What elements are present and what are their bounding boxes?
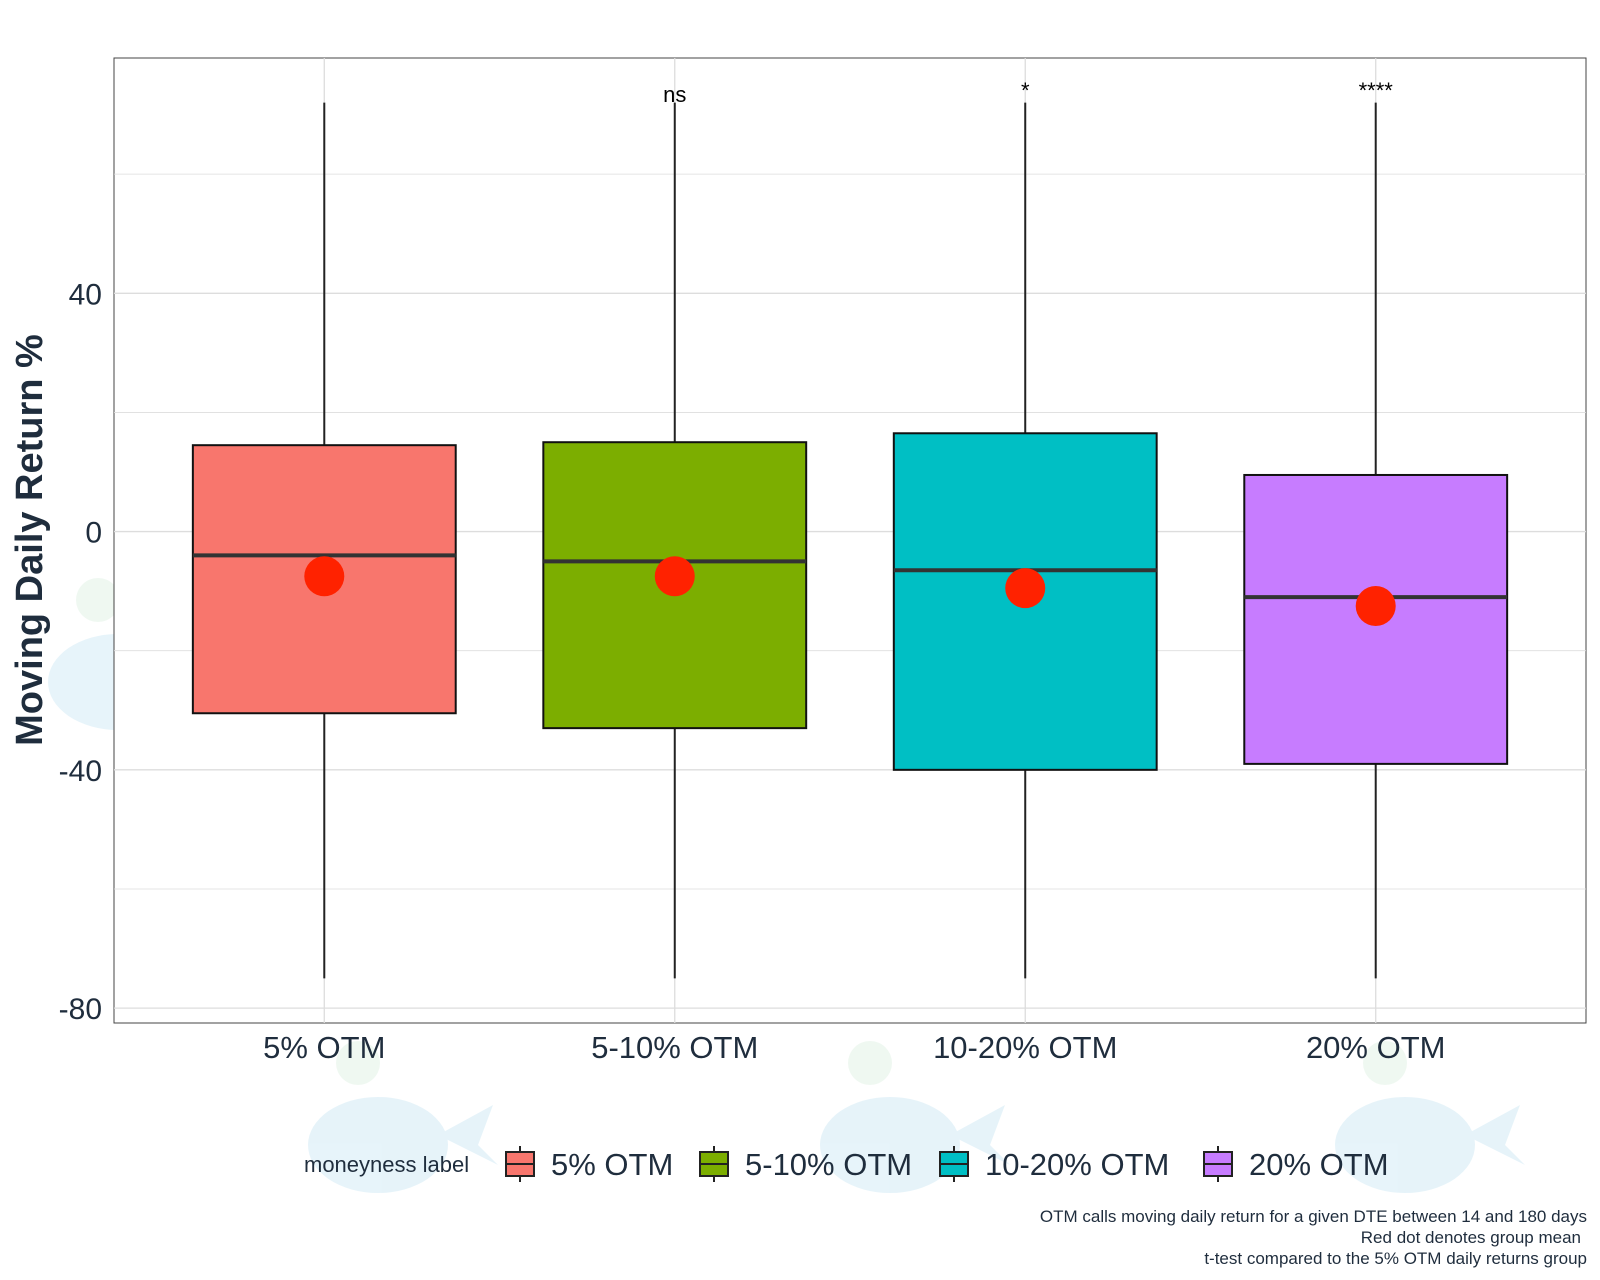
mean-dot — [654, 556, 695, 597]
x-axis-ticks: 5% OTM 5-10% OTM 10-20% OTM 20% OTM — [263, 1030, 1445, 1065]
caption-line-3: t-test compared to the 5% OTM daily retu… — [1204, 1249, 1587, 1268]
whale-body-shape — [308, 1097, 448, 1193]
y-axis-title: Moving Daily Return % — [9, 334, 51, 746]
caption: OTM calls moving daily return for a give… — [1040, 1207, 1587, 1268]
legend-item: 20% OTM — [1203, 1146, 1389, 1182]
significance-label: **** — [1359, 78, 1394, 103]
y-tick-label: -40 — [59, 755, 102, 788]
whale-spout-shape — [76, 578, 120, 622]
x-tick-label: 5% OTM — [263, 1030, 385, 1065]
mean-dot — [304, 556, 345, 597]
legend: moneyness label 5% OTM 5-10% OTM 10-20% OT… — [304, 1146, 1389, 1182]
y-axis-ticks: 40 0 -40 -80 — [59, 278, 102, 1026]
significance-label: * — [1021, 78, 1030, 103]
whale-spout-shape — [336, 1041, 380, 1085]
x-tick-label: 10-20% OTM — [933, 1030, 1117, 1065]
mean-dot — [1005, 568, 1046, 609]
legend-label: 20% OTM — [1249, 1147, 1389, 1182]
mean-dot — [1355, 586, 1396, 627]
whale-watermark-icon — [308, 1041, 498, 1193]
whale-tail-shape — [438, 1105, 498, 1165]
significance-label: ns — [663, 82, 686, 107]
y-tick-label: 40 — [69, 278, 102, 311]
box-series: ns * **** — [191, 78, 1509, 979]
legend-title: moneyness label — [304, 1152, 469, 1177]
whale-watermark-icon — [820, 1041, 1010, 1193]
x-tick-label: 5-10% OTM — [591, 1030, 758, 1065]
whale-watermark-icon — [1335, 1041, 1525, 1193]
y-tick-label: 0 — [85, 517, 102, 550]
whale-body-shape — [1335, 1097, 1475, 1193]
legend-item: 10-20% OTM — [939, 1146, 1169, 1182]
whale-spout-shape — [1363, 1041, 1407, 1085]
box-group — [191, 102, 457, 979]
x-tick-label: 20% OTM — [1306, 1030, 1446, 1065]
y-tick-label: -80 — [59, 993, 102, 1026]
caption-line-2: Red dot denotes group mean — [1361, 1228, 1581, 1247]
legend-label: 5-10% OTM — [745, 1147, 912, 1182]
caption-line-1: OTM calls moving daily return for a give… — [1040, 1207, 1587, 1226]
legend-item: 5-10% OTM — [699, 1146, 912, 1182]
box-group: * — [892, 78, 1158, 979]
whale-body-shape — [820, 1097, 960, 1193]
box-group: ns — [542, 82, 808, 979]
whale-spout-shape — [848, 1041, 892, 1085]
whale-tail-shape — [950, 1105, 1010, 1165]
box-group: **** — [1243, 78, 1509, 979]
legend-label: 5% OTM — [551, 1147, 673, 1182]
legend-item: 5% OTM — [505, 1146, 673, 1182]
legend-label: 10-20% OTM — [985, 1147, 1169, 1182]
whale-tail-shape — [1465, 1105, 1525, 1165]
